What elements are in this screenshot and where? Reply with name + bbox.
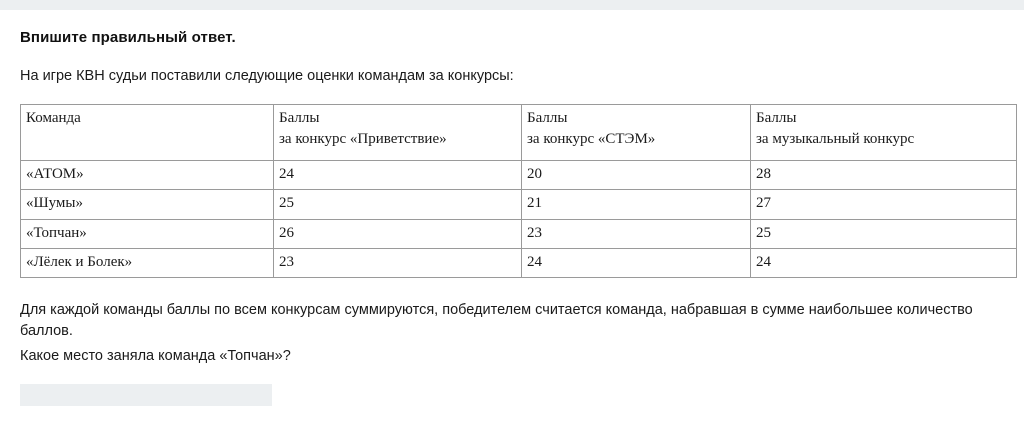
- cell-team: «Топчан»: [20, 218, 274, 249]
- header-contest-1-line1: Баллы: [279, 110, 320, 126]
- cell-contest-3: 25: [750, 218, 1017, 249]
- task-intro: На игре КВН судьи поставили следующие оц…: [20, 68, 514, 84]
- top-strip: [0, 0, 1024, 10]
- cell-contest-2: 21: [521, 189, 751, 220]
- cell-team: «Лёлек и Болек»: [20, 247, 274, 279]
- cell-team: «АТОМ»: [20, 159, 274, 191]
- cell-contest-1: 24: [273, 159, 522, 191]
- header-contest-3-line1: Баллы: [756, 110, 797, 126]
- cell-contest-1: 23: [273, 247, 522, 279]
- task-page: Впишите правильный ответ. На игре КВН су…: [0, 29, 1024, 407]
- answer-input[interactable]: [20, 384, 272, 407]
- cell-contest-2: 24: [521, 247, 751, 279]
- scores-table: Команда Баллы за конкурс «Приветствие» Б…: [20, 104, 1017, 279]
- cell-contest-1: 25: [273, 189, 522, 220]
- cell-contest-1: 26: [273, 218, 522, 249]
- header-contest-3-line2: за музыкальный конкурс: [756, 131, 915, 148]
- table-row: «Топчан» 26 23 25: [20, 218, 1017, 249]
- cell-contest-3: 27: [750, 189, 1017, 220]
- table-header-row: Команда Баллы за конкурс «Приветствие» Б…: [20, 104, 1017, 161]
- table-row: «Лёлек и Болек» 23 24 24: [20, 247, 1017, 279]
- task-question: Какое место заняла команда «Топчан»?: [20, 348, 291, 365]
- table-header: Команда Баллы за конкурс «Приветствие» Б…: [20, 104, 1017, 161]
- table-row: «Шумы» 25 21 27: [20, 189, 1017, 220]
- cell-team: «Шумы»: [20, 189, 274, 220]
- header-cell-team: Команда: [20, 104, 274, 161]
- header-contest-2-line2: за конкурс «СТЭМ»: [527, 131, 656, 148]
- table-row: «АТОМ» 24 20 28: [20, 159, 1017, 191]
- header-contest-1-line2: за конкурс «Приветствие»: [279, 131, 447, 148]
- header-cell-contest-1: Баллы за конкурс «Приветствие»: [273, 104, 522, 161]
- header-team-line1: Команда: [26, 110, 81, 126]
- cell-contest-2: 23: [521, 218, 751, 249]
- cell-contest-3: 24: [750, 247, 1017, 279]
- task-title: Впишите правильный ответ.: [20, 29, 236, 46]
- header-cell-contest-2: Баллы за конкурс «СТЭМ»: [521, 104, 751, 161]
- header-contest-2-line1: Баллы: [527, 110, 568, 126]
- header-cell-contest-3: Баллы за музыкальный конкурс: [750, 104, 1017, 161]
- cell-contest-3: 28: [750, 159, 1017, 191]
- table-body: «АТОМ» 24 20 28 «Шумы» 25 21 27 «Топчан»…: [20, 159, 1017, 279]
- task-paragraph-1: Для каждой команды баллы по всем конкурс…: [20, 302, 973, 340]
- cell-contest-2: 20: [521, 159, 751, 191]
